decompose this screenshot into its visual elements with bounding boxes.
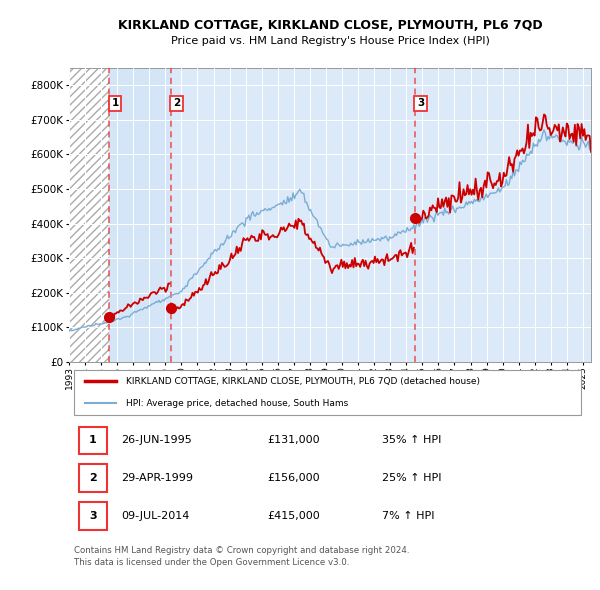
Text: 29-APR-1999: 29-APR-1999 — [121, 473, 193, 483]
Text: 2: 2 — [173, 98, 181, 108]
Text: Price paid vs. HM Land Registry's House Price Index (HPI): Price paid vs. HM Land Registry's House … — [170, 37, 490, 46]
Bar — [69, 68, 109, 362]
FancyBboxPatch shape — [79, 464, 107, 492]
Text: 25% ↑ HPI: 25% ↑ HPI — [382, 473, 442, 483]
Text: 2: 2 — [89, 473, 97, 483]
Text: KIRKLAND COTTAGE, KIRKLAND CLOSE, PLYMOUTH, PL6 7QD (detached house): KIRKLAND COTTAGE, KIRKLAND CLOSE, PLYMOU… — [127, 376, 481, 386]
Text: HPI: Average price, detached house, South Hams: HPI: Average price, detached house, Sout… — [127, 399, 349, 408]
Text: £131,000: £131,000 — [268, 435, 320, 445]
Text: 1: 1 — [89, 435, 97, 445]
Text: 3: 3 — [417, 98, 424, 108]
Text: 1: 1 — [112, 98, 119, 108]
Bar — [109, 68, 170, 362]
Text: £415,000: £415,000 — [268, 511, 320, 521]
Text: 3: 3 — [89, 511, 97, 521]
Text: 09-JUL-2014: 09-JUL-2014 — [121, 511, 190, 521]
Text: 35% ↑ HPI: 35% ↑ HPI — [382, 435, 442, 445]
Text: £156,000: £156,000 — [268, 473, 320, 483]
Text: 7% ↑ HPI: 7% ↑ HPI — [382, 511, 434, 521]
Text: KIRKLAND COTTAGE, KIRKLAND CLOSE, PLYMOUTH, PL6 7QD: KIRKLAND COTTAGE, KIRKLAND CLOSE, PLYMOU… — [118, 19, 542, 32]
Text: Contains HM Land Registry data © Crown copyright and database right 2024.
This d: Contains HM Land Registry data © Crown c… — [74, 546, 410, 568]
FancyBboxPatch shape — [79, 427, 107, 454]
Text: 26-JUN-1995: 26-JUN-1995 — [121, 435, 192, 445]
FancyBboxPatch shape — [74, 370, 581, 415]
FancyBboxPatch shape — [79, 502, 107, 530]
